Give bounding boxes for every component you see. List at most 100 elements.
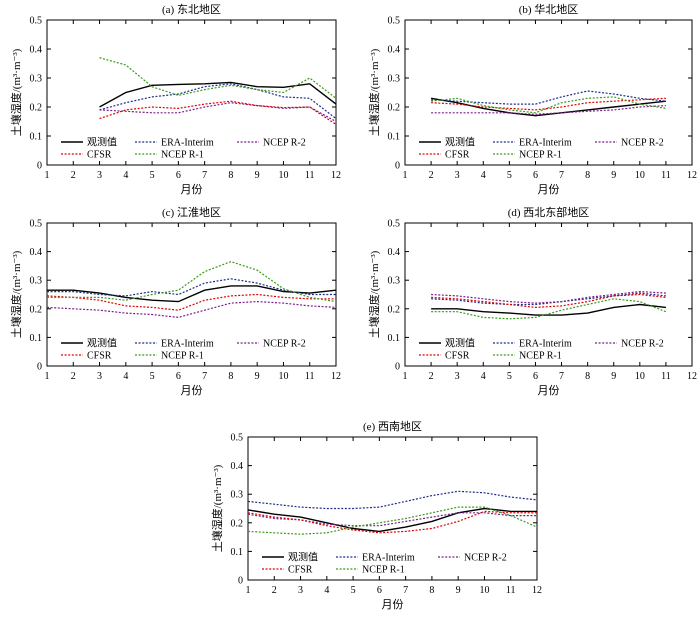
legend-entry: NCEP R-1: [519, 150, 562, 161]
y-tick-label: 0.1: [388, 333, 401, 344]
x-tick-label: 9: [611, 170, 616, 181]
chart-title: (b) 华北地区: [519, 2, 579, 16]
legend-entry: ERA-Interim: [161, 138, 214, 149]
series-line: [47, 285, 337, 303]
x-tick-label: 4: [481, 371, 486, 382]
x-tick-label: 1: [45, 371, 50, 382]
x-tick-label: 12: [687, 371, 697, 382]
legend-entry: 观测值: [87, 337, 117, 350]
chart-title: (e) 西南地区: [363, 420, 422, 433]
x-tick-label: 12: [331, 371, 341, 382]
x-tick-label: 2: [429, 170, 434, 181]
series-line: [431, 105, 666, 115]
x-tick-label: 12: [532, 585, 542, 596]
x-tick-label: 8: [228, 170, 233, 181]
x-tick-label: 1: [45, 170, 50, 181]
legend-entry: ERA-Interim: [519, 138, 572, 149]
x-tick-label: 11: [305, 170, 315, 181]
x-tick-label: 8: [585, 371, 590, 382]
x-tick-label: 4: [481, 170, 486, 181]
plot-frame: [247, 436, 538, 581]
x-tick-label: 2: [71, 371, 76, 382]
legend-entry: CFSR: [445, 351, 470, 362]
x-axis-label: 月份: [538, 183, 560, 196]
y-tick-label: 0.5: [30, 16, 43, 27]
legend-entry: NCEP R-2: [621, 339, 664, 350]
x-tick-label: 1: [403, 371, 408, 382]
x-axis-label: 月份: [181, 183, 203, 196]
x-tick-label: 3: [455, 371, 460, 382]
series-line: [431, 290, 666, 304]
x-tick-label: 8: [429, 585, 434, 596]
legend-entry: ERA-Interim: [362, 553, 415, 564]
x-axis-label: 月份: [181, 384, 203, 397]
series-line: [99, 100, 337, 125]
legend-entry: NCEP R-1: [161, 150, 204, 161]
plot-frame: [404, 222, 693, 367]
y-tick-label: 0: [37, 161, 42, 172]
y-tick-label: 0.3: [231, 490, 244, 501]
chart-title: (d) 西北东部地区: [508, 205, 590, 219]
series-line: [46, 300, 337, 319]
y-tick-label: 0.3: [30, 276, 43, 287]
legend-entry: 观测值: [288, 551, 318, 564]
legend-entry: ERA-Interim: [519, 339, 572, 350]
y-axis-label: 土壤湿度/(m³·m⁻³): [210, 464, 224, 552]
legend-entry: NCEP R-1: [362, 565, 405, 576]
legend-entry: 观测值: [445, 136, 475, 149]
series-line: [247, 510, 537, 534]
x-axis-label: 月份: [538, 384, 560, 397]
x-tick-label: 6: [176, 371, 181, 382]
legend-entry: NCEP R-2: [621, 138, 664, 149]
x-tick-label: 3: [298, 585, 303, 596]
x-tick-label: 5: [150, 170, 155, 181]
y-tick-label: 0.5: [388, 16, 401, 27]
legend-entry: NCEP R-2: [464, 553, 507, 564]
x-tick-label: 3: [455, 170, 460, 181]
x-tick-label: 5: [507, 170, 512, 181]
y-tick-label: 0.4: [30, 45, 43, 56]
y-tick-label: 0: [395, 161, 400, 172]
y-axis-label: 土壤湿度/(m³·m⁻³): [9, 48, 23, 136]
series-line: [430, 97, 666, 117]
y-tick-label: 0.4: [388, 45, 401, 56]
series-line: [99, 81, 337, 108]
y-tick-label: 0.4: [30, 247, 43, 258]
x-tick-label: 5: [150, 371, 155, 382]
plot-frame: [46, 222, 337, 367]
series-line: [47, 260, 337, 303]
series-line: [47, 278, 336, 297]
y-tick-label: 0.5: [30, 219, 43, 230]
x-tick-label: 12: [687, 170, 697, 181]
x-axis-label: 月份: [382, 598, 404, 611]
x-tick-label: 10: [635, 170, 645, 181]
series-line: [431, 90, 666, 105]
series-line: [431, 292, 666, 306]
chart-title: (a) 东北地区: [162, 3, 221, 16]
x-tick-label: 6: [533, 170, 538, 181]
x-tick-label: 7: [202, 371, 207, 382]
y-axis-label: 土壤湿度/(m³·m⁻³): [367, 250, 381, 338]
x-tick-label: 11: [661, 170, 671, 181]
legend-entry: NCEP R-2: [263, 138, 306, 149]
x-tick-label: 6: [533, 371, 538, 382]
legend-entry: CFSR: [288, 565, 313, 576]
legend-entry: CFSR: [87, 150, 112, 161]
x-tick-label: 11: [305, 371, 315, 382]
plot-frame: [46, 19, 337, 166]
x-tick-label: 11: [506, 585, 516, 596]
y-tick-label: 0.2: [388, 304, 401, 315]
series-line: [431, 96, 666, 114]
y-tick-label: 0.1: [30, 132, 43, 143]
series-line: [46, 293, 336, 311]
x-tick-label: 3: [97, 170, 102, 181]
chart-title: (c) 江淮地区: [162, 206, 221, 219]
y-axis-label: 土壤湿度/(m³·m⁻³): [9, 250, 23, 338]
legend-entry: 观测值: [445, 337, 475, 350]
